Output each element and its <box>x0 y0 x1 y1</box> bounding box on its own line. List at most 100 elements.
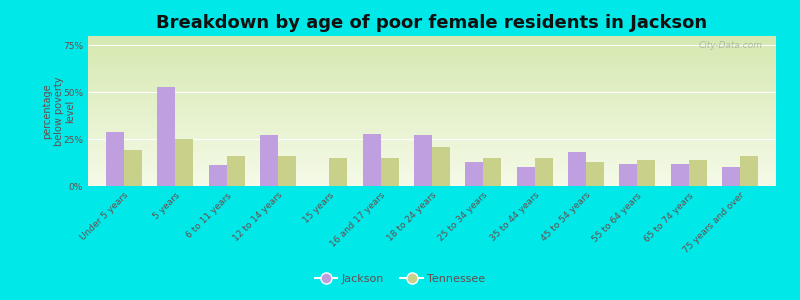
Bar <box>88 154 776 156</box>
Bar <box>278 156 296 186</box>
Bar <box>88 165 776 166</box>
Bar <box>88 50 776 51</box>
Bar <box>209 165 226 186</box>
Bar <box>88 147 776 148</box>
Y-axis label: percentage
below poverty
level: percentage below poverty level <box>42 76 75 146</box>
Bar <box>88 99 776 100</box>
Bar <box>88 76 776 78</box>
Bar <box>414 135 432 186</box>
Bar <box>88 132 776 134</box>
Bar <box>106 132 124 186</box>
Bar <box>88 135 776 136</box>
Bar <box>88 128 776 129</box>
Bar <box>88 44 776 45</box>
Bar <box>88 40 776 42</box>
Bar <box>260 135 278 186</box>
Bar <box>88 130 776 132</box>
Bar <box>88 52 776 54</box>
Bar <box>88 124 776 126</box>
Bar <box>88 98 776 99</box>
Bar <box>88 96 776 98</box>
Bar <box>88 56 776 57</box>
Bar <box>670 164 689 186</box>
Bar <box>466 162 483 186</box>
Bar <box>88 142 776 144</box>
Bar <box>88 134 776 135</box>
Bar <box>88 102 776 104</box>
Bar <box>88 118 776 120</box>
Bar <box>88 93 776 94</box>
Bar <box>88 63 776 64</box>
Bar <box>88 38 776 39</box>
Bar <box>88 66 776 68</box>
Bar <box>88 120 776 122</box>
Bar <box>568 152 586 186</box>
Bar <box>88 129 776 130</box>
Bar <box>88 108 776 110</box>
Bar <box>638 160 655 186</box>
Bar <box>88 105 776 106</box>
Bar <box>88 148 776 150</box>
Bar <box>158 87 175 186</box>
Bar <box>88 136 776 138</box>
Bar <box>88 174 776 176</box>
Bar <box>88 152 776 153</box>
Bar <box>88 106 776 108</box>
Bar <box>88 45 776 46</box>
Bar <box>88 122 776 123</box>
Bar <box>88 72 776 74</box>
Bar <box>534 158 553 186</box>
Bar <box>88 100 776 102</box>
Bar <box>362 134 381 186</box>
Bar <box>88 85 776 87</box>
Bar <box>88 103 776 105</box>
Bar <box>88 94 776 96</box>
Bar <box>88 84 776 86</box>
Bar <box>88 61 776 63</box>
Bar <box>88 68 776 69</box>
Bar <box>88 172 776 174</box>
Bar <box>88 176 776 177</box>
Bar <box>88 156 776 158</box>
Bar <box>88 183 776 184</box>
Bar <box>88 182 776 183</box>
Bar <box>381 158 398 186</box>
Bar <box>619 164 638 186</box>
Bar <box>88 78 776 80</box>
Bar <box>88 51 776 52</box>
Bar <box>88 162 776 164</box>
Bar <box>88 80 776 81</box>
Bar <box>88 159 776 160</box>
Bar <box>88 141 776 142</box>
Bar <box>88 88 776 90</box>
Bar <box>88 46 776 48</box>
Text: City-Data.com: City-Data.com <box>698 40 762 50</box>
Bar <box>88 36 776 38</box>
Bar <box>88 117 776 118</box>
Bar <box>88 168 776 170</box>
Bar <box>88 60 776 61</box>
Bar <box>88 75 776 76</box>
Bar <box>88 112 776 114</box>
Bar <box>88 180 776 182</box>
Bar <box>88 160 776 162</box>
Bar <box>740 156 758 186</box>
Bar <box>88 167 776 168</box>
Bar <box>88 74 776 75</box>
Bar <box>124 150 142 186</box>
Bar <box>88 153 776 154</box>
Bar <box>88 114 776 116</box>
Bar <box>88 69 776 70</box>
Bar <box>88 110 776 111</box>
Title: Breakdown by age of poor female residents in Jackson: Breakdown by age of poor female resident… <box>157 14 707 32</box>
Bar <box>88 177 776 178</box>
Bar <box>88 90 776 92</box>
Bar <box>88 150 776 152</box>
Bar <box>88 70 776 72</box>
Bar <box>88 138 776 140</box>
Bar <box>88 92 776 93</box>
Bar <box>88 158 776 159</box>
Bar <box>88 58 776 60</box>
Bar <box>88 57 776 58</box>
Bar <box>88 39 776 40</box>
